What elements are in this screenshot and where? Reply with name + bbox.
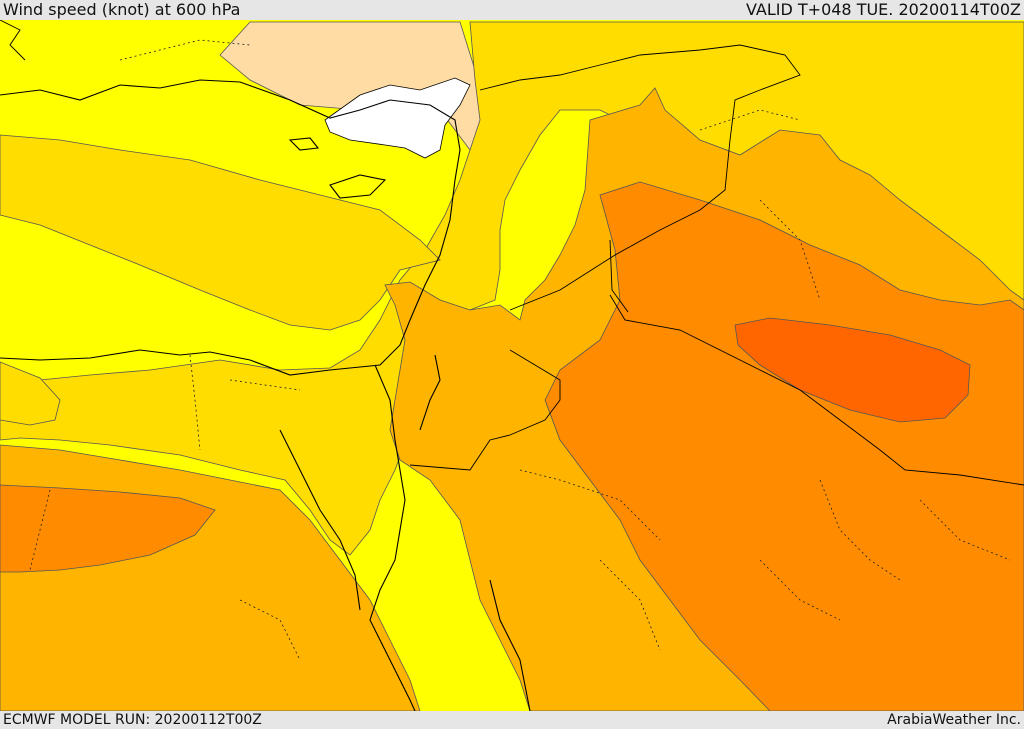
no-data-area — [324, 77, 471, 159]
band-5-sw — [0, 484, 216, 573]
band-5-east — [544, 181, 1024, 711]
credit-label: ArabiaWeather Inc. — [887, 712, 1021, 728]
map-footer: ECMWF MODEL RUN: 20200112T00Z ArabiaWeat… — [0, 711, 1024, 729]
country-borders — [0, 20, 1024, 486]
band-3-med — [0, 134, 441, 331]
valid-time: VALID T+048 TUE. 20200114T00Z — [745, 0, 1021, 19]
wind-speed-map — [0, 20, 1024, 711]
model-run: ECMWF MODEL RUN: 20200112T00Z — [3, 712, 262, 728]
map-header: Wind speed (knot) at 600 hPa VALID T+048… — [0, 0, 1024, 20]
band-3-west — [0, 361, 61, 426]
coastlines — [0, 79, 531, 711]
map-title: Wind speed (knot) at 600 hPa — [3, 0, 241, 19]
band-6-core — [734, 317, 971, 423]
internal-borders — [29, 39, 1011, 661]
